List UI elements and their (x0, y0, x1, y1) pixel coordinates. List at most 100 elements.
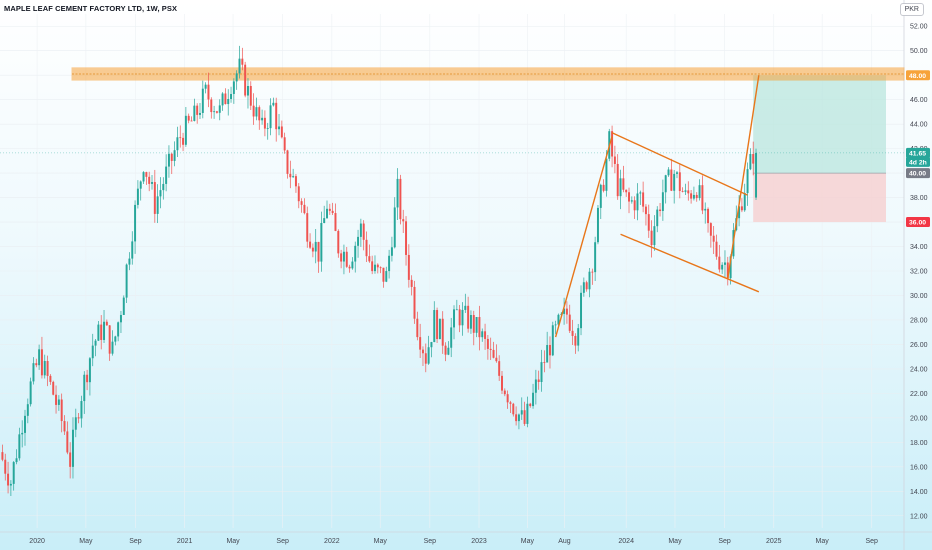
candle-body (292, 176, 295, 178)
currency-badge[interactable]: PKR (899, 3, 924, 16)
candle-body (729, 256, 732, 279)
candle-body (246, 85, 249, 96)
candle-body (670, 169, 673, 191)
candle-body (342, 251, 345, 262)
candle-body (630, 200, 633, 202)
candle-body (52, 381, 55, 395)
breakout-leg-line (727, 75, 760, 279)
candle-body (548, 345, 551, 356)
candle-body (69, 452, 72, 467)
candle-body (340, 253, 343, 262)
candle-body (179, 137, 182, 139)
candle-body (91, 345, 94, 359)
candle-body (458, 309, 461, 326)
candle-body (385, 271, 388, 282)
candle-body (368, 256, 371, 262)
candle-body (80, 401, 83, 419)
candle-body (182, 137, 185, 145)
candle-body (498, 361, 501, 376)
candle-body (676, 172, 678, 174)
candle-body (594, 242, 597, 273)
y-tick-label: 26.00 (910, 342, 928, 349)
candle-body (506, 394, 509, 403)
candle-body (156, 196, 159, 214)
y-tick-label: 34.00 (910, 244, 928, 251)
candle-body (162, 183, 165, 191)
candle-body (574, 335, 577, 346)
candle-body (376, 264, 379, 268)
candle-body (684, 190, 687, 192)
candle-body (176, 137, 179, 151)
candle-body (49, 375, 52, 382)
x-tick-label: 2021 (177, 538, 193, 545)
x-tick-label: Sep (718, 538, 731, 545)
candle-body (402, 219, 405, 222)
candle-body (193, 105, 196, 121)
candle-body (63, 421, 66, 432)
candle-body (86, 374, 89, 383)
candle-body (644, 206, 647, 215)
candle-body (681, 190, 684, 192)
candle-body (187, 115, 190, 121)
candle-body (509, 402, 512, 404)
last-price-label: 41.65 (909, 151, 926, 158)
x-tick-label: 2023 (471, 538, 487, 545)
candle-body (585, 282, 588, 290)
rally-leg-line (554, 136, 613, 338)
candle-body (656, 209, 659, 227)
candle-body (469, 315, 472, 329)
candle-body (351, 261, 354, 269)
candle-body (300, 201, 303, 205)
candle-body (337, 230, 340, 254)
candle-body (221, 93, 224, 106)
stop-price-label: 36.00 (909, 220, 926, 227)
candle-body (712, 235, 715, 242)
candle-body (263, 117, 266, 129)
candle-body (258, 107, 261, 121)
candle-body (478, 317, 481, 338)
x-tick-label: Sep (866, 538, 879, 545)
candle-body (642, 192, 645, 207)
candle-body (650, 230, 653, 246)
candle-body (326, 208, 328, 219)
target-price-label: 48.00 (909, 73, 926, 80)
candle-body (148, 176, 151, 184)
candle-body (659, 209, 662, 211)
candle-body (453, 309, 456, 328)
x-tick-label: May (668, 538, 682, 545)
candle-body (726, 262, 729, 279)
candle-body (190, 120, 193, 122)
candle-body (492, 349, 495, 358)
channel-lower-line (620, 233, 760, 293)
candle-body (396, 178, 399, 208)
candle-body (139, 181, 142, 189)
candle-body (289, 173, 292, 178)
y-tick-label: 44.00 (910, 122, 928, 129)
candle-body (35, 363, 38, 366)
candle-body (639, 192, 642, 194)
candle-body (32, 363, 35, 382)
candle-body (563, 308, 566, 314)
candle-body (269, 105, 272, 129)
candle-body (472, 315, 475, 333)
candle-body (283, 137, 286, 151)
candle-body (317, 241, 320, 262)
candle-body (345, 251, 348, 267)
candle-body (430, 342, 433, 348)
candle-body (591, 271, 594, 273)
candle-body (560, 313, 563, 315)
candle-body (532, 392, 535, 407)
candle-body (303, 204, 306, 214)
x-tick-label: May (226, 538, 240, 545)
candle-body (241, 58, 244, 65)
candle-body (407, 254, 410, 280)
candle-body (664, 175, 667, 193)
candle-body (388, 255, 391, 272)
candle-body (661, 192, 664, 211)
candle-body (266, 128, 269, 129)
y-tick-label: 18.00 (910, 440, 928, 447)
candle-body (40, 349, 43, 376)
candle-body (362, 223, 365, 240)
candle-body (29, 381, 32, 405)
